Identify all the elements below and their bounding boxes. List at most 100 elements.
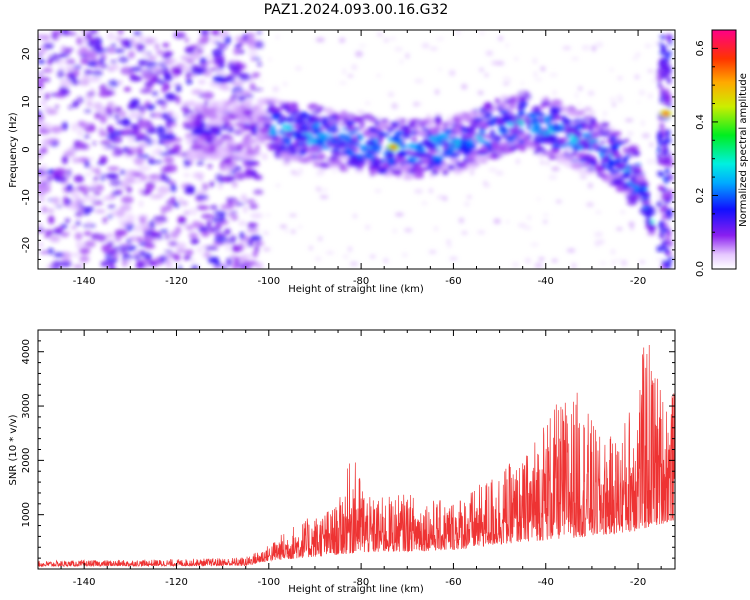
heatmap-cell [40,164,48,171]
colorbar-label: Normalized spectral amplitude [738,73,749,227]
heatmap-cell [254,40,264,49]
heatmap-cell [527,214,532,221]
heatmap-cell [391,124,397,130]
heatmap-cell [263,123,270,127]
heatmap-cell [386,171,393,177]
heatmap-cell [58,173,65,181]
heatmap-cell [258,176,263,181]
heatmap-cell [247,238,254,248]
heatmap-cell [470,169,474,176]
heatmap-cell [505,136,516,143]
heatmap-cell [666,159,674,168]
heatmap-cell [74,210,84,218]
heatmap-cell [421,42,430,49]
heatmap-cell [328,118,337,123]
heatmap-cell [601,117,606,124]
heatmap-cell [381,158,386,164]
heatmap-cell [635,53,641,56]
heatmap-cell [663,175,669,184]
heatmap-cell [207,163,213,169]
heatmap-cell [662,239,666,247]
heatmap-cell [318,162,330,169]
heatmap-cell [458,217,465,224]
y-tick-label: 3000 [21,393,32,418]
heatmap-cell [472,132,481,137]
heatmap-cell [524,257,532,264]
x-tick-label: -100 [257,276,280,287]
heatmap-cell [136,146,144,155]
heatmap-cell [230,235,237,243]
colorbar-ticks: 0.0 0.2 0.4 0.6 [695,29,737,277]
heatmap-cell [450,152,462,157]
heatmap-cell [268,57,272,62]
heatmap-cell [508,95,521,102]
heatmap-cell [218,84,230,90]
heatmap-cell [76,96,85,104]
heatmap-cell [586,202,594,207]
heatmap-cell [330,150,341,154]
heatmap-cell [47,215,55,225]
heatmap-cell [225,245,231,252]
heatmap-cell [123,175,136,183]
heatmap-cell [517,223,527,228]
heatmap-cell [98,127,105,136]
heatmap-cell [549,72,558,77]
heatmap-cell [361,144,366,150]
heatmap-cell [67,168,72,178]
heatmap-cell [326,157,335,161]
heatmap-cell [287,144,295,152]
heatmap-cell [148,260,159,267]
heatmap-cell [235,44,240,49]
heatmap-cell [668,50,672,56]
heatmap-cell [662,223,669,227]
heatmap-cell [388,36,397,41]
heatmap-cell [184,37,189,43]
snr-axes: -140 -120 -100 -80 -60 -40 -20 1000 2000 3000 4000 [21,329,675,588]
heatmap-cell [245,168,252,176]
heatmap-cell [453,150,465,154]
heatmap-cell [413,101,419,107]
heatmap-cell [130,98,140,107]
heatmap-cell [71,225,77,230]
heatmap-cell [229,210,238,215]
heatmap-cell [640,120,645,127]
heatmap-cell [220,213,226,221]
heatmap-cell [196,195,209,199]
heatmap-cell [79,79,90,86]
heatmap-cell [361,113,373,121]
heatmap-cell [301,134,308,140]
heatmap-cell [206,219,212,228]
heatmap-cell [38,59,46,64]
heatmap-cell [436,37,444,41]
heatmap-cell [263,135,273,140]
y-tick-label: 1000 [21,502,32,527]
heatmap-cell [414,79,424,83]
heatmap-cell [217,182,223,190]
y-tick-label: 10 [21,95,32,108]
heatmap-cell [42,67,53,73]
x-tick-label: -140 [73,577,96,588]
heatmap-cell [184,46,196,54]
heatmap-cell [209,226,221,232]
heatmap-cell [71,122,78,132]
heatmap-cell [628,221,635,227]
heatmap-cell [80,58,89,65]
heatmap-cell [68,105,73,110]
heatmap-cell [368,166,379,172]
heatmap-cell [69,79,80,86]
heatmap-cell [477,150,488,156]
heatmap-cell [530,242,539,247]
heatmap-cell [276,119,285,125]
heatmap-cell [177,264,182,269]
heatmap-cell [396,159,408,163]
heatmap-cell [378,136,383,144]
heatmap-cell [453,167,458,175]
heatmap-cell [309,245,313,251]
heatmap-cell [392,228,397,234]
heatmap-cell [433,159,443,167]
heatmap-cell [150,194,163,199]
heatmap-cell [46,169,56,174]
heatmap-cell [456,30,460,35]
heatmap-cell [290,170,297,175]
heatmap-cell [230,116,238,120]
